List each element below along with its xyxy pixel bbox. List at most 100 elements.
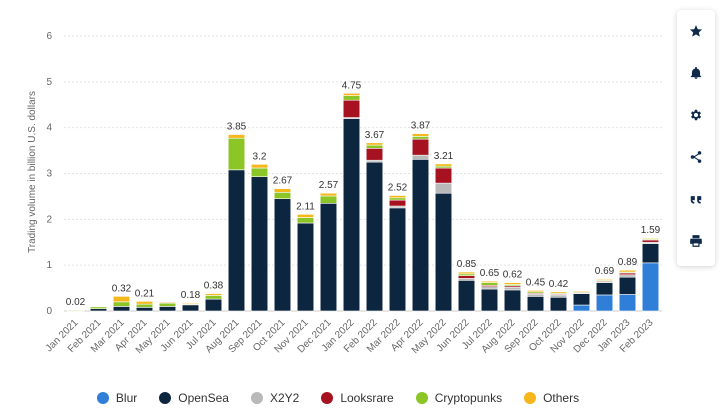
favorite-button[interactable]	[677, 12, 715, 54]
bar-segment-others[interactable]	[158, 301, 177, 304]
legend-swatch	[250, 392, 263, 404]
bar-segment-others[interactable]	[549, 291, 568, 294]
bar-segment-opensea[interactable]	[480, 288, 499, 312]
bar-segment-others[interactable]	[204, 293, 223, 296]
share-button[interactable]	[677, 138, 715, 180]
bar-segment-cryptopunks[interactable]	[227, 137, 246, 171]
bar-segment-cryptopunks[interactable]	[342, 95, 361, 101]
notification-button[interactable]	[677, 54, 715, 96]
bar-segment-cryptopunks[interactable]	[411, 136, 430, 140]
bar-segment-others[interactable]	[273, 188, 292, 193]
bar-segment-opensea[interactable]	[135, 307, 154, 312]
bar-segment-x2y2[interactable]	[549, 294, 568, 298]
bar-segment-others[interactable]	[135, 301, 154, 305]
bar-segment-others[interactable]	[618, 269, 637, 273]
bar-segment-cryptopunks[interactable]	[66, 309, 85, 312]
bar-segment-opensea[interactable]	[549, 296, 568, 312]
legend-label: X2Y2	[269, 391, 300, 405]
bar-segment-cryptopunks[interactable]	[365, 144, 384, 149]
bar-segment-others[interactable]	[595, 278, 614, 281]
bar-segment-others[interactable]	[342, 92, 361, 96]
bar-segment-others[interactable]	[526, 290, 545, 293]
bar-segment-others[interactable]	[250, 164, 269, 169]
total-label: 0.42	[549, 279, 569, 290]
bar-segment-opensea[interactable]	[89, 308, 108, 312]
bar-segment-cryptopunks[interactable]	[89, 306, 108, 310]
settings-button[interactable]	[677, 96, 715, 138]
bar-segment-others[interactable]	[411, 133, 430, 137]
bar-segment-x2y2[interactable]	[480, 286, 499, 290]
bar-segment-opensea[interactable]	[250, 176, 269, 312]
bar-segment-opensea[interactable]	[526, 296, 545, 312]
bar-segment-cryptopunks[interactable]	[296, 217, 315, 224]
quote-icon	[689, 192, 703, 211]
bar-segment-blur[interactable]	[641, 262, 660, 312]
bar-segment-others[interactable]	[388, 195, 407, 199]
bar-segment-cryptopunks[interactable]	[273, 191, 292, 200]
legend-item-opensea[interactable]: OpenSea	[159, 391, 229, 405]
bar-segment-cryptopunks[interactable]	[250, 167, 269, 178]
bar-segment-cryptopunks[interactable]	[135, 303, 154, 308]
bar-segment-opensea[interactable]	[112, 306, 131, 312]
bar-segment-x2y2[interactable]	[411, 154, 430, 160]
bar-segment-opensea[interactable]	[204, 298, 223, 312]
bar-segment-others[interactable]	[296, 213, 315, 218]
bar-segment-blur[interactable]	[618, 294, 637, 312]
bar-segment-others[interactable]	[572, 290, 591, 293]
bar-segment-others[interactable]	[227, 134, 246, 139]
bar-segment-others[interactable]	[503, 282, 522, 285]
bar-segment-others[interactable]	[457, 271, 476, 275]
bar-segment-others[interactable]	[319, 192, 338, 197]
bar-segment-cryptopunks[interactable]	[112, 301, 131, 307]
bar-segment-others[interactable]	[480, 280, 499, 283]
bar-segment-blur[interactable]	[595, 294, 614, 312]
bar-segment-looksrare[interactable]	[342, 99, 361, 118]
bar-segment-opensea[interactable]	[572, 293, 591, 306]
bar-segment-cryptopunks[interactable]	[158, 302, 177, 307]
bar-segment-others[interactable]	[365, 142, 384, 146]
bar-segment-x2y2[interactable]	[618, 274, 637, 278]
bar-segment-looksrare[interactable]	[641, 239, 660, 243]
legend-item-x2y2[interactable]: X2Y2	[250, 391, 300, 405]
bar-segment-opensea[interactable]	[618, 276, 637, 295]
bar-segment-cryptopunks[interactable]	[480, 282, 499, 286]
bar-segment-x2y2[interactable]	[526, 293, 545, 297]
bar-segment-looksrare[interactable]	[457, 275, 476, 279]
bar-segment-cryptopunks[interactable]	[204, 295, 223, 300]
total-label: 3.87	[411, 121, 431, 132]
bar-segment-looksrare[interactable]	[388, 199, 407, 207]
bar-segment-opensea[interactable]	[595, 282, 614, 296]
bar-segment-opensea[interactable]	[411, 158, 430, 312]
bar-segment-opensea[interactable]	[388, 207, 407, 312]
bar-segment-opensea[interactable]	[227, 169, 246, 312]
bar-segment-opensea[interactable]	[365, 161, 384, 312]
bar-segment-opensea[interactable]	[296, 222, 315, 312]
bar-segment-opensea[interactable]	[503, 289, 522, 312]
bar-segment-cryptopunks[interactable]	[319, 195, 338, 204]
legend-item-looksrare[interactable]: Looksrare	[321, 391, 394, 405]
bar-segment-cryptopunks[interactable]	[388, 197, 407, 201]
legend-item-blur[interactable]: Blur	[96, 391, 137, 405]
bar-segment-blur[interactable]	[572, 304, 591, 312]
bar-segment-looksrare[interactable]	[411, 138, 430, 156]
legend-item-others[interactable]: Others	[524, 391, 579, 405]
bar-segment-opensea[interactable]	[319, 202, 338, 312]
bar-segment-opensea[interactable]	[181, 304, 200, 312]
cite-button[interactable]	[677, 180, 715, 222]
bar-segment-opensea[interactable]	[434, 192, 453, 312]
bar-segment-opensea[interactable]	[641, 243, 660, 264]
bar-segment-looksrare[interactable]	[434, 167, 453, 184]
bar-segment-looksrare[interactable]	[365, 147, 384, 161]
bar-segment-others[interactable]	[181, 302, 200, 305]
bar-segment-opensea[interactable]	[158, 306, 177, 312]
legend-item-cryptopunks[interactable]: Cryptopunks	[415, 391, 502, 405]
print-button[interactable]	[677, 222, 715, 264]
bar-segment-others[interactable]	[641, 237, 660, 240]
bar-segment-x2y2[interactable]	[503, 286, 522, 291]
bar-segment-others[interactable]	[434, 163, 453, 167]
bar-segment-opensea[interactable]	[457, 279, 476, 312]
bar-segment-opensea[interactable]	[342, 118, 361, 312]
bar-segment-x2y2[interactable]	[434, 182, 453, 194]
bar-segment-others[interactable]	[112, 296, 131, 303]
bar-segment-opensea[interactable]	[273, 198, 292, 312]
